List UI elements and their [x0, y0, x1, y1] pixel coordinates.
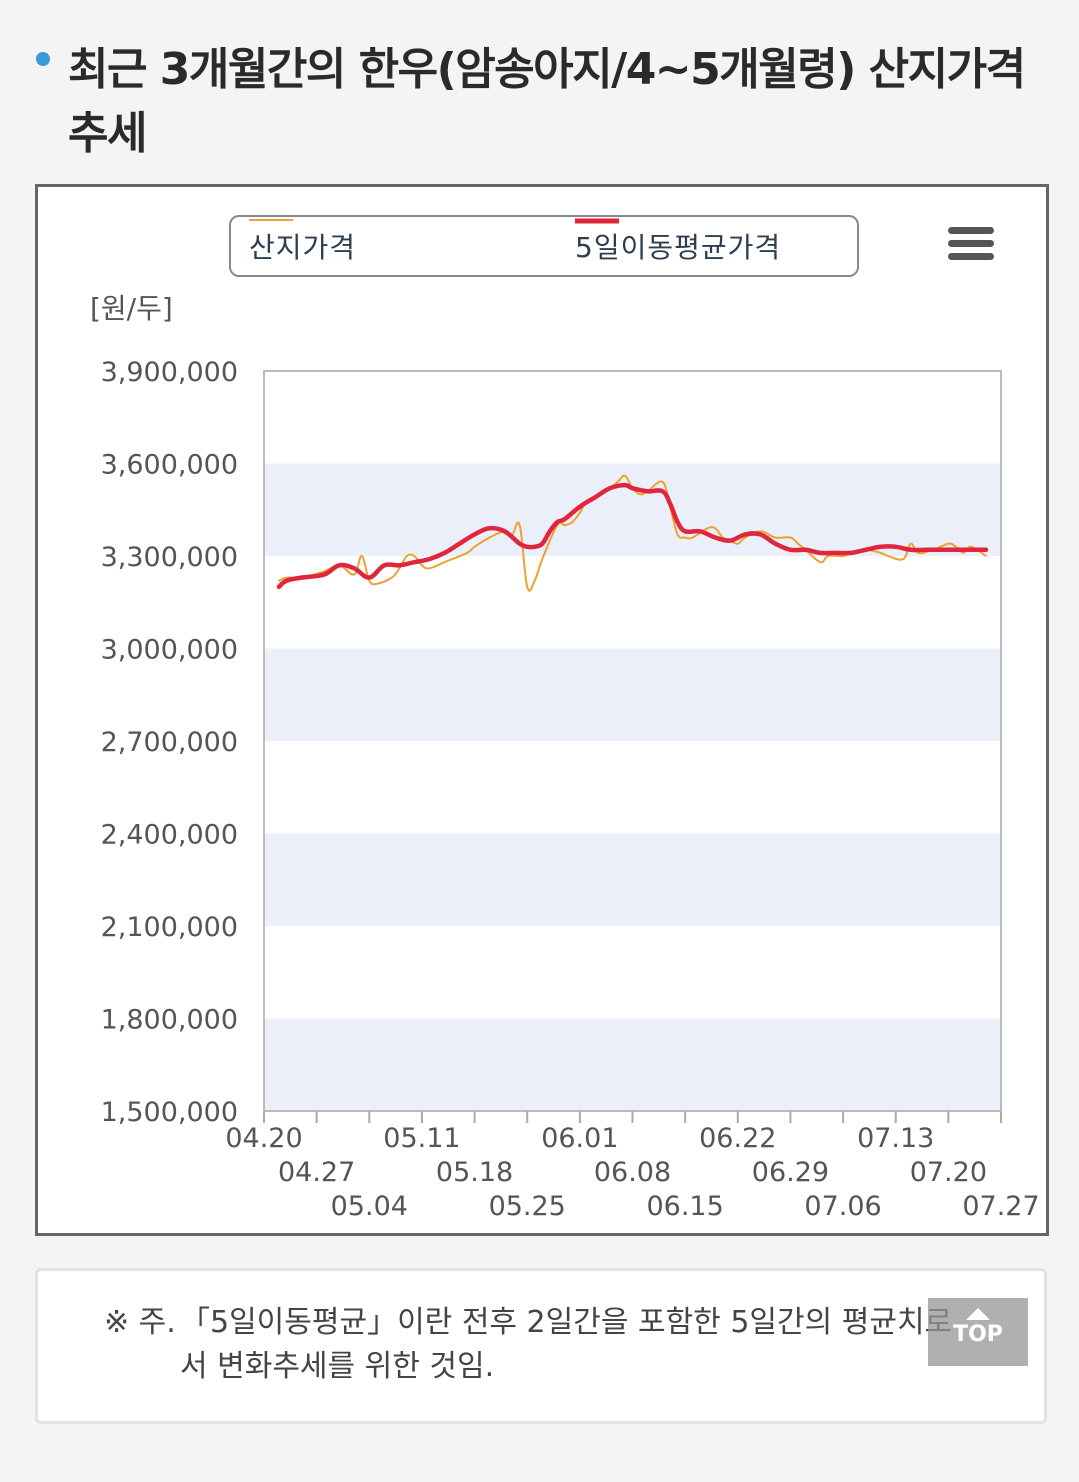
chart-menu-icon[interactable] [948, 227, 994, 263]
scroll-top-label: TOP [953, 1322, 1003, 1347]
page-header: 최근 3개월간의 한우(암송아지/4~5개월령) 산지가격 추세 [30, 38, 1050, 166]
legend-swatch-price [249, 219, 293, 221]
note-body: 「5일이동평균」이란 전후 2일간을 포함한 5일간의 평균치로서 변화추세를 … [180, 1305, 953, 1384]
x-tick-label: 07.27 [962, 1191, 1039, 1222]
y-axis-unit-label: [원/두] [90, 292, 173, 325]
page-title: 최근 3개월간의 한우(암송아지/4~5개월령) 산지가격 추세 [68, 44, 1026, 159]
chart-legend: 산지가격 5일이동평균가격 [229, 215, 859, 277]
note-box: ※ 주. 「5일이동평균」이란 전후 2일간을 포함한 5일간의 평균치로서 변… [35, 1268, 1047, 1424]
price-trend-chart: 1,500,000 1,800,000 2,100,000 2,400,000 2,70… [101, 357, 1040, 1222]
x-tick-label: 06.08 [594, 1157, 671, 1188]
x-tick-label: 05.18 [436, 1157, 513, 1188]
legend-label-price: 산지가격 [249, 231, 357, 264]
y-tick-label: 1,500,000 [101, 1097, 238, 1128]
series-line-avg [276, 482, 989, 590]
y-tick-label: 2,400,000 [101, 820, 238, 851]
y-tick-label: 2,100,000 [101, 912, 238, 943]
x-tick-label: 05.04 [331, 1191, 408, 1222]
legend-label-avg: 5일이동평균가격 [575, 231, 782, 264]
legend-item-price[interactable]: 산지가격 [249, 217, 356, 275]
x-tick-label: 06.22 [699, 1123, 776, 1154]
scroll-top-button[interactable]: TOP [928, 1298, 1028, 1366]
legend-swatch-avg [575, 218, 619, 224]
y-tick-label: 3,900,000 [101, 357, 238, 388]
chart-container: 1,500,000 1,800,000 2,100,000 2,400,000 2,70… [35, 184, 1049, 1236]
y-tick-label: 3,000,000 [101, 635, 238, 666]
y-tick-label: 1,800,000 [101, 1005, 238, 1036]
x-tick-label: 04.27 [278, 1157, 355, 1188]
x-tick-label: 06.15 [646, 1191, 723, 1222]
x-tick-label: 07.13 [857, 1123, 934, 1154]
x-tick-label: 07.20 [910, 1157, 987, 1188]
title-bullet-icon [36, 52, 50, 66]
x-tick-label: 04.20 [225, 1123, 302, 1154]
note-mark: ※ 주. [104, 1305, 176, 1340]
y-tick-label: 3,600,000 [101, 450, 238, 481]
y-tick-label: 3,300,000 [101, 542, 238, 573]
x-tick-label: 07.06 [804, 1191, 881, 1222]
grid-band [264, 1018, 1001, 1111]
grid-band [264, 648, 1001, 741]
note-text: ※ 주. 「5일이동평균」이란 전후 2일간을 포함한 5일간의 평균치로서 변… [104, 1301, 964, 1389]
arrow-up-icon [966, 1308, 990, 1320]
x-tick-label: 06.01 [541, 1123, 618, 1154]
x-tick-label: 06.29 [752, 1157, 829, 1188]
grid-band [264, 463, 1001, 556]
y-tick-label: 2,700,000 [101, 727, 238, 758]
x-tick-label: 05.25 [489, 1191, 566, 1222]
legend-item-avg[interactable]: 5일이동평균가격 [575, 217, 781, 275]
x-tick-label: 05.11 [383, 1123, 460, 1154]
grid-band [264, 833, 1001, 926]
